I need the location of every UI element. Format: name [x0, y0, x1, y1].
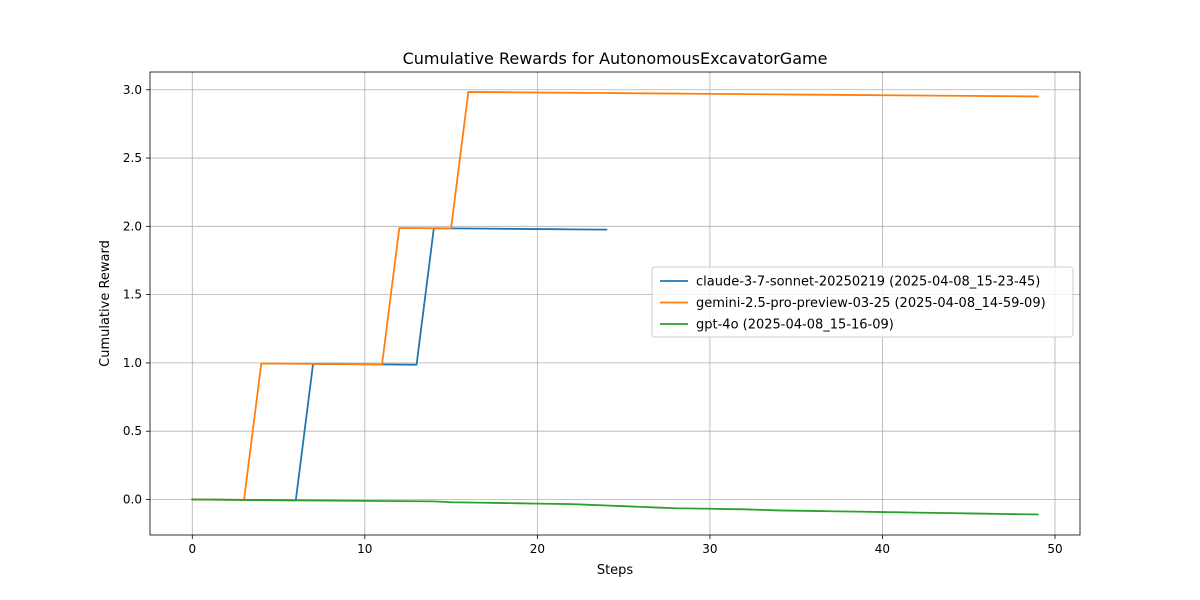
x-tick-label: 30: [702, 542, 717, 556]
y-axis-label: Cumulative Reward: [98, 240, 113, 367]
x-tick-label: 50: [1047, 542, 1062, 556]
x-tick-label: 40: [875, 542, 890, 556]
series-line-1: [191, 91, 1039, 501]
y-tick-label: 3.0: [123, 83, 142, 97]
legend-label-0: claude-3-7-sonnet-20250219 (2025-04-08_1…: [696, 275, 1040, 290]
x-axis-ticks: 0 10 20 30 40 50: [188, 535, 1063, 556]
y-axis-ticks: 0.0 0.5 1.0 1.5 2.0 2.5 3.0: [123, 83, 150, 506]
legend-label-2: gpt-4o (2025-04-08_15-16-09): [696, 318, 894, 333]
x-axis-label: Steps: [597, 563, 634, 578]
y-tick-label: 2.5: [123, 151, 142, 165]
legend-box: [651, 266, 1074, 338]
series-line-2: [191, 498, 1039, 516]
legend: claude-3-7-sonnet-20250219 (2025-04-08_1…: [651, 266, 1074, 338]
plot-frame: [149, 71, 1081, 536]
x-tick-label: 10: [357, 542, 372, 556]
x-tick-label: 0: [188, 542, 196, 556]
y-tick-label: 1.0: [123, 356, 142, 370]
y-tick-label: 0.5: [123, 424, 142, 438]
y-tick-label: 1.5: [123, 288, 142, 302]
y-tick-label: 2.0: [123, 219, 142, 233]
legend-label-1: gemini-2.5-pro-preview-03-25 (2025-04-08…: [696, 296, 1046, 311]
series-lines: [191, 91, 1039, 516]
y-tick-label: 0.0: [123, 492, 142, 506]
x-tick-label: 20: [530, 542, 545, 556]
chart-title: Cumulative Rewards for AutonomousExcavat…: [403, 49, 828, 68]
